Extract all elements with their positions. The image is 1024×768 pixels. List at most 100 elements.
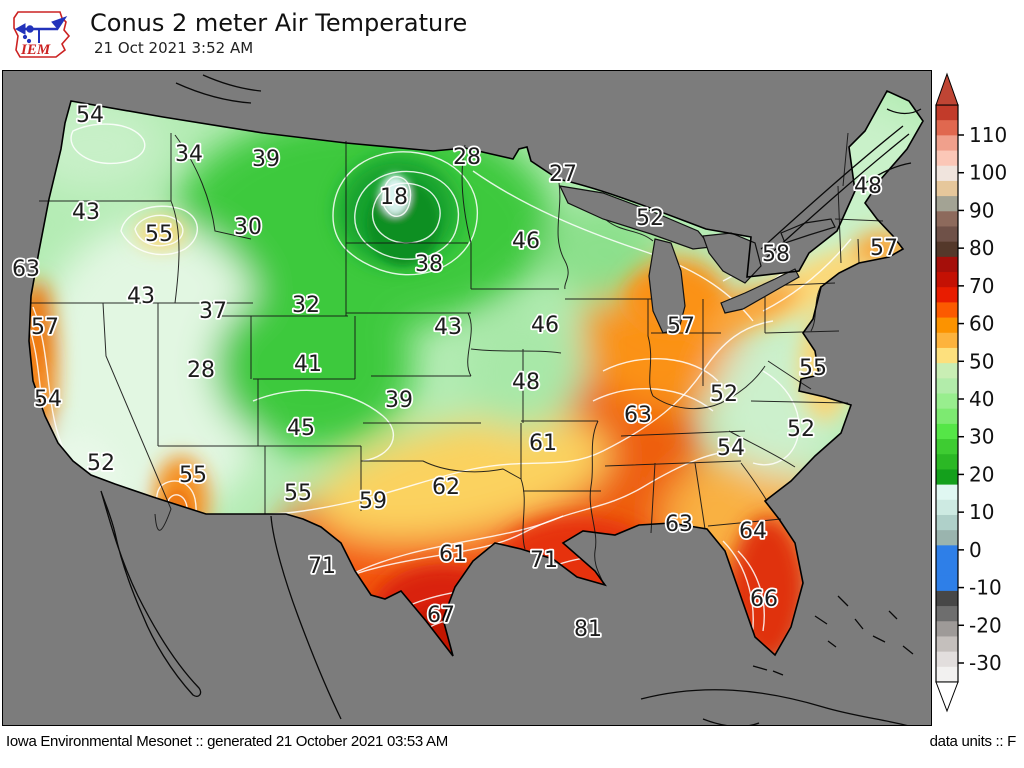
iem-logo: IEM [13, 11, 71, 58]
colorbar-segment [936, 621, 958, 638]
footer-credit-text: Iowa Environmental Mesonet :: generated … [6, 733, 448, 750]
colorbar-segment [936, 408, 958, 425]
temperature-map: 54 34 39 28 27 18 43 55 30 46 52 48 58 57 63 38 57 37 32 43… [3, 71, 931, 725]
colorbar-segment [936, 651, 958, 668]
temp-label: 43 [72, 200, 100, 225]
colorbar-segment [936, 165, 958, 182]
temp-label: 54 [717, 436, 745, 461]
colorbar-segment [936, 226, 958, 243]
colorbar-segment [936, 590, 958, 607]
colorbar-segment [936, 499, 958, 516]
colorbar-segment [936, 439, 958, 455]
colorbar-tick-label: 30 [969, 425, 994, 449]
lake-erie [720, 268, 800, 314]
colorbar-segment [936, 287, 958, 303]
colorbar-tick-label: 0 [969, 538, 982, 562]
colorbar-segment [936, 347, 958, 364]
temp-label: 55 [179, 463, 207, 488]
temp-label: 52 [636, 206, 664, 231]
colorbar-segment [936, 332, 958, 349]
temp-label: 81 [574, 617, 602, 642]
temp-label: 58 [762, 242, 790, 267]
lake-superior [558, 185, 713, 250]
temp-label: 52 [787, 417, 815, 442]
colorbar-segment [936, 180, 958, 197]
colorbar-tick-label: 40 [969, 387, 994, 411]
temp-label: 66 [750, 587, 778, 612]
temp-label: 34 [175, 142, 203, 167]
colorbar-segment [936, 393, 958, 410]
weather-vane-icon [14, 16, 68, 44]
colorbar-segment [936, 575, 958, 592]
temp-label: 37 [199, 299, 227, 324]
plot-area: 54 34 39 28 27 18 43 55 30 46 52 48 58 57 63 38 57 37 32 43… [0, 70, 1024, 726]
temp-label: 52 [87, 451, 115, 476]
great-lakes [558, 185, 836, 334]
temp-label: 48 [512, 370, 540, 395]
colorbar-underflow-arrow [935, 681, 959, 713]
colorbar-segment [936, 666, 958, 683]
temp-label: 63 [665, 512, 693, 537]
temp-label: 63 [624, 403, 652, 428]
temp-label: 28 [187, 358, 215, 383]
colorbar-segment [936, 105, 958, 121]
colorbar-segment [936, 469, 958, 486]
temp-label: 67 [427, 603, 455, 628]
colorbar-segment [936, 454, 958, 471]
colorbar-segment [936, 545, 958, 562]
temp-label: 30 [234, 215, 262, 240]
temp-label: 46 [512, 229, 540, 254]
colorbar-segment [936, 211, 958, 228]
temp-label: 54 [34, 387, 62, 412]
colorbar-segment [936, 150, 958, 167]
colorbar-segment [936, 484, 958, 501]
colorbar-tick-label: -10 [969, 576, 1002, 600]
temp-label: 45 [287, 416, 315, 441]
colorbar-segment [936, 241, 958, 258]
temp-label: 57 [667, 314, 695, 339]
colorbar-segment [936, 378, 958, 395]
page-title: Conus 2 meter Air Temperature [90, 9, 468, 37]
temp-label: 63 [12, 257, 40, 282]
colorbar-segment [936, 363, 958, 379]
colorbar-segment [936, 514, 958, 531]
colorbar-segment [936, 135, 958, 152]
colorbar-tick-label: 90 [969, 198, 994, 222]
temperature-labels-layer: 54 34 39 28 27 18 43 55 30 46 52 48 58 57 63 38 57 37 32 43… [10, 101, 900, 644]
temp-label: 55 [284, 481, 312, 506]
state-borders [31, 132, 884, 584]
colorbar-tick-label: 80 [969, 236, 994, 260]
colorbar-segment [936, 120, 958, 136]
colorbar-tick-label: 100 [969, 161, 1007, 185]
temp-label: 71 [530, 548, 558, 573]
colorbar-tick-label: -20 [969, 613, 1002, 637]
map-frame: 54 34 39 28 27 18 43 55 30 46 52 48 58 57 63 38 57 37 32 43… [2, 70, 932, 726]
colorbar-segment [936, 272, 958, 288]
colorbar-segment [936, 530, 958, 546]
temp-label: 55 [799, 356, 827, 381]
logo-text: IEM [20, 42, 51, 58]
colorbar-segment [936, 636, 958, 653]
foreign-coastlines [100, 74, 922, 725]
temp-label: 39 [385, 388, 413, 413]
temp-label: 28 [453, 145, 481, 170]
temp-label: 43 [127, 284, 155, 309]
colorbar-tick-label: -30 [969, 651, 1002, 675]
temp-label: 62 [432, 475, 460, 500]
header: IEM Conus 2 meter Air Temperature 21 Oct… [0, 0, 1024, 70]
temp-label: 38 [415, 252, 443, 277]
colorbar-tick-label: 70 [969, 274, 994, 298]
temp-label: 48 [854, 174, 882, 199]
temp-label: 71 [308, 554, 336, 579]
temp-label: 61 [529, 431, 557, 456]
colorbar-tick-label: 110 [969, 123, 1007, 147]
colorbar-segment [936, 560, 958, 577]
colorbar-tick-label: 20 [969, 462, 994, 486]
colorbar-segment [936, 302, 958, 319]
colorbar-segment [936, 196, 958, 212]
colorbar-tick-label: 50 [969, 349, 994, 373]
colorbar-tick-label: 10 [969, 500, 994, 524]
colorbar-overflow-arrow [935, 72, 959, 106]
temp-label: 64 [739, 519, 767, 544]
